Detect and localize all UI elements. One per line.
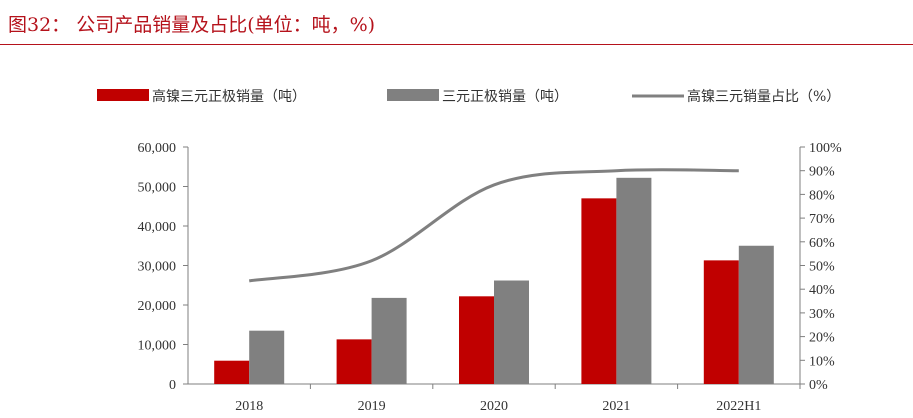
bar-high-nickel [581,198,617,384]
legend-swatch [97,89,149,101]
y-right-tick-label: 60% [809,236,835,251]
bar-ternary [494,280,529,384]
x-tick-label: 2018 [235,399,263,414]
figure-title: 图32： 公司产品销量及占比(单位：吨，%) [8,14,376,36]
legend-label: 高镍三元销量占比（%） [687,88,840,105]
y-right-tick-label: 50% [809,260,835,275]
y-left-tick-label: 40,000 [138,220,177,235]
y-right-tick-label: 20% [809,331,835,346]
y-right-tick-label: 40% [809,283,835,298]
bar-high-nickel [336,339,372,384]
ratio-line [248,168,739,283]
y-left-tick-label: 60,000 [138,141,177,156]
bar-ternary [738,245,774,384]
y-left-tick-label: 10,000 [138,339,177,354]
y-right-tick-label: 80% [809,188,835,203]
x-tick-label: 2019 [358,399,386,414]
y-right-tick-label: 30% [809,307,835,322]
y-left-tick-label: 0 [169,378,176,393]
bar-ternary [249,330,285,384]
y-left-tick-label: 20,000 [138,299,177,314]
y-right-tick-label: 0% [809,378,828,393]
bar-high-nickel [459,296,494,384]
legend: 高镍三元正极销量（吨） 三元正极销量（吨） 高镍三元销量占比（%） [97,88,840,105]
bar-high-nickel [214,360,250,384]
y-right-tick-label: 10% [809,354,835,369]
bars [214,177,774,384]
y-left-tick-label: 50,000 [138,181,177,196]
title-divider [0,44,913,45]
y-right-tick-label: 70% [809,212,835,227]
x-tick-label: 2021 [602,399,630,414]
x-tick-label: 2020 [480,399,508,414]
axes: 0 10,000 20,000 30,000 40,000 50,000 60,000 0% 1… [138,141,843,414]
legend-label: 高镍三元正极销量（吨） [152,88,306,105]
bar-ternary [616,177,652,384]
y-left-tick-label: 30,000 [138,260,177,275]
y-right-tick-label: 100% [809,141,842,156]
legend-label: 三元正极销量（吨） [442,89,568,105]
y-right-tick-label: 90% [809,165,835,180]
legend-swatch [387,89,439,101]
ratio-line-path [248,168,739,283]
bar-high-nickel [703,260,739,384]
bar-ternary [371,297,407,384]
x-tick-label: 2022H1 [716,399,761,414]
